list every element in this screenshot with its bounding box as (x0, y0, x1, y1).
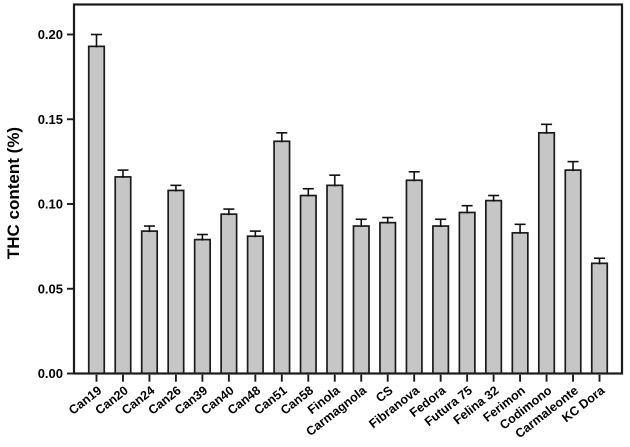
bar (537, 131, 556, 375)
bar (299, 194, 317, 375)
bar (590, 262, 609, 375)
bar (485, 199, 503, 375)
bar (273, 140, 291, 375)
bar (220, 213, 238, 375)
bar (114, 176, 132, 375)
y-tick-label: 0.05 (38, 281, 63, 296)
bar (246, 235, 264, 375)
bar (564, 169, 582, 375)
bar (458, 211, 476, 375)
y-tick-label: 0.10 (38, 197, 63, 212)
y-tick-label: 0.20 (38, 27, 63, 42)
y-tick-label: 0.00 (38, 366, 63, 381)
bar (326, 184, 344, 375)
y-axis-title: THC content (%) (4, 127, 23, 259)
bar (432, 225, 450, 375)
bar (140, 230, 159, 375)
bar (511, 231, 529, 375)
bar (352, 225, 370, 375)
bar (379, 221, 397, 375)
bar (193, 238, 211, 375)
bar (167, 189, 185, 375)
bar (87, 45, 106, 375)
bar (405, 179, 423, 375)
plot-frame (72, 3, 624, 375)
y-tick-label: 0.15 (38, 112, 63, 127)
